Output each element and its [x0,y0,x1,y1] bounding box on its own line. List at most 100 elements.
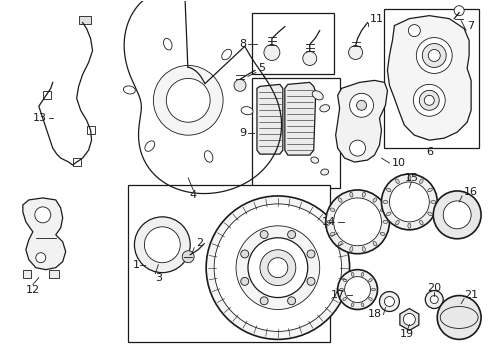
Circle shape [268,258,288,278]
Circle shape [288,297,295,305]
Ellipse shape [145,141,155,151]
Ellipse shape [395,220,399,225]
Ellipse shape [361,273,364,276]
Bar [87,126,95,134]
Circle shape [206,196,349,339]
Ellipse shape [395,179,399,184]
Circle shape [349,140,366,156]
Circle shape [234,80,246,91]
Circle shape [35,207,51,223]
Ellipse shape [321,169,329,175]
Ellipse shape [330,232,335,236]
Circle shape [425,291,443,309]
Text: 5: 5 [258,63,265,73]
Circle shape [379,292,399,311]
Ellipse shape [368,279,372,282]
Text: 7: 7 [467,21,474,31]
Ellipse shape [419,179,423,184]
Ellipse shape [380,208,385,211]
Circle shape [348,45,363,59]
Circle shape [307,278,315,285]
Text: 20: 20 [427,283,441,293]
Ellipse shape [311,157,319,163]
Ellipse shape [343,297,346,301]
Circle shape [419,90,439,110]
Circle shape [443,201,471,229]
Text: 14: 14 [321,217,336,227]
Circle shape [422,44,446,67]
Ellipse shape [387,212,391,216]
Text: 1: 1 [132,260,140,270]
Text: 17: 17 [330,289,344,300]
Circle shape [428,50,440,62]
Text: 18: 18 [368,310,382,319]
Bar [252,13,334,75]
Text: 9: 9 [239,128,246,138]
Bar [78,15,91,24]
Ellipse shape [351,273,354,276]
Circle shape [382,174,437,230]
Ellipse shape [362,192,366,197]
Circle shape [334,198,382,246]
Circle shape [433,191,481,239]
Polygon shape [285,82,316,155]
Circle shape [385,297,394,306]
Ellipse shape [222,49,232,60]
Ellipse shape [330,208,335,211]
Circle shape [166,78,210,122]
Ellipse shape [428,188,432,192]
Circle shape [248,238,308,298]
Bar [43,91,51,99]
Text: 19: 19 [400,329,415,339]
Circle shape [390,182,429,222]
Text: 15: 15 [404,173,418,183]
Ellipse shape [164,39,172,50]
Circle shape [416,37,452,73]
Ellipse shape [241,107,253,115]
Circle shape [145,227,180,263]
Circle shape [403,314,416,325]
Circle shape [134,217,190,273]
Circle shape [36,253,46,263]
Ellipse shape [408,176,411,180]
Ellipse shape [368,297,372,301]
Ellipse shape [327,220,332,223]
Circle shape [437,296,481,339]
Circle shape [241,278,249,285]
Text: 11: 11 [369,14,384,24]
Circle shape [338,270,377,310]
Circle shape [260,230,268,239]
Polygon shape [23,270,31,278]
Ellipse shape [383,220,388,223]
Circle shape [344,276,370,302]
Ellipse shape [373,198,377,202]
Polygon shape [23,198,66,270]
Polygon shape [388,15,471,140]
Bar [73,158,81,166]
Circle shape [303,51,317,66]
Circle shape [236,226,319,310]
Circle shape [454,6,464,15]
Ellipse shape [350,247,353,252]
Ellipse shape [408,223,411,228]
Circle shape [349,93,373,117]
Text: 12: 12 [26,284,40,294]
Bar [252,78,340,188]
Bar [128,185,330,342]
Polygon shape [49,270,59,278]
Circle shape [241,250,249,258]
Text: 6: 6 [426,147,433,157]
Text: 2: 2 [196,238,203,248]
Ellipse shape [362,247,366,252]
Ellipse shape [373,242,377,246]
Ellipse shape [380,232,385,236]
Text: 4: 4 [190,190,197,200]
Ellipse shape [387,188,391,192]
Ellipse shape [428,212,432,216]
Circle shape [357,100,367,110]
Ellipse shape [343,279,346,282]
Ellipse shape [123,86,135,94]
Text: 3: 3 [155,273,162,283]
Circle shape [414,84,445,116]
Ellipse shape [338,198,342,202]
